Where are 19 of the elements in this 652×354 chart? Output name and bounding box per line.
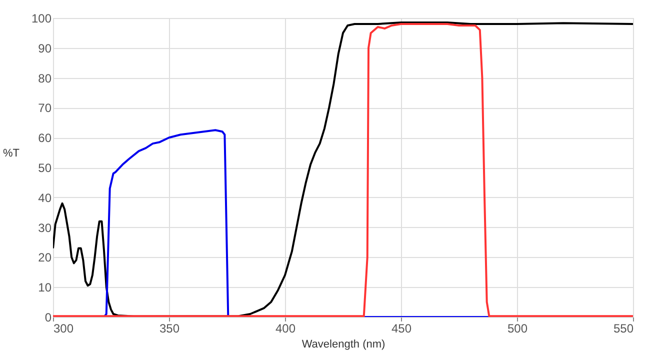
y-tick-label: 60 (38, 131, 52, 146)
x-tick-label: 350 (159, 322, 180, 336)
x-tick-label: 300 (54, 322, 74, 336)
y-tick-label: 100 (31, 12, 52, 26)
y-tick-label: 0 (44, 310, 52, 324)
x-axis-title: Wavelength (nm) (302, 338, 386, 350)
y-tick-label: 90 (38, 41, 52, 56)
y-tick-label: 20 (38, 250, 52, 265)
y-axis-title: %T (2, 148, 20, 160)
x-tick-label: 500 (507, 322, 528, 336)
x-tick-label: 450 (391, 322, 412, 336)
y-tick-label: 30 (38, 220, 52, 235)
x-tick-label: 550 (613, 322, 634, 336)
x-tick-label: 400 (275, 322, 296, 336)
y-tick-label: 10 (38, 280, 52, 295)
y-tick-label: 40 (38, 190, 52, 205)
y-tick-label: 70 (38, 101, 52, 116)
y-tick-label: 80 (38, 71, 52, 86)
y-tick-label: 50 (38, 161, 52, 175)
